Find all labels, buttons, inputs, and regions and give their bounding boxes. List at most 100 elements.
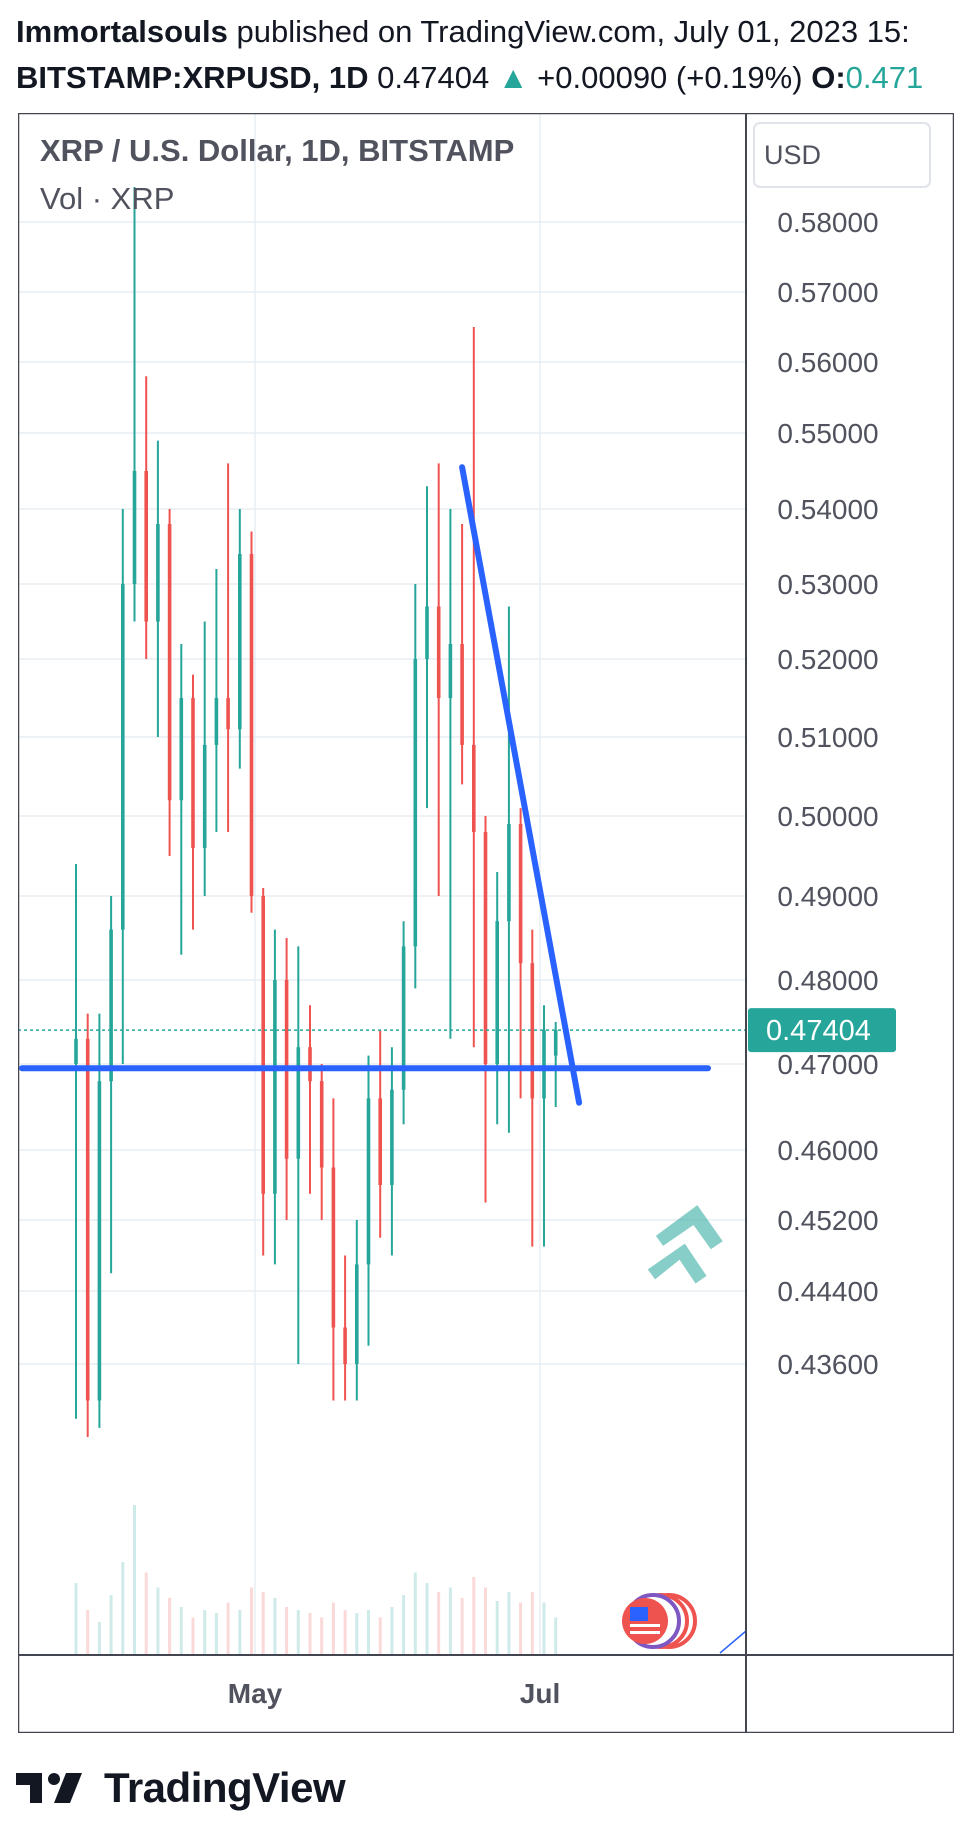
candle-body	[273, 980, 277, 1194]
y-tick-label: 0.46000	[777, 1135, 878, 1166]
event-flag-icon[interactable]	[622, 1593, 697, 1649]
volume-bar	[355, 1613, 359, 1655]
volume-bar	[133, 1505, 136, 1655]
tradingview-wordmark: TradingView	[104, 1764, 346, 1811]
y-tick-label: 0.49000	[777, 881, 878, 912]
volume-bar	[121, 1562, 125, 1655]
volume-bar	[203, 1610, 207, 1655]
tradingview-logo[interactable]: TradingView	[16, 1760, 346, 1816]
last-price-text: 0.47404	[377, 60, 490, 95]
candle-body	[249, 554, 254, 896]
header-line-publisher: Immortalsouls published on TradingView.c…	[16, 12, 972, 52]
candle-body	[238, 554, 242, 730]
candle-body	[542, 1030, 546, 1099]
candle-body	[226, 698, 230, 730]
volume-bar	[144, 1572, 148, 1655]
chart-title: XRP / U.S. Dollar, 1D, BITSTAMP	[40, 133, 514, 168]
candle-body	[109, 929, 113, 1082]
volume-bar	[308, 1613, 312, 1655]
x-tick-label: Jul	[520, 1678, 560, 1709]
y-tick-label: 0.53000	[777, 569, 878, 600]
volume-bar	[413, 1572, 417, 1655]
candle-body	[553, 1030, 558, 1056]
volume-bar	[542, 1602, 546, 1655]
y-tick-label: 0.45200	[777, 1205, 878, 1236]
y-tick-label: 0.48000	[777, 965, 878, 996]
y-tick-label: 0.47000	[777, 1049, 878, 1080]
price-axis: 0.58000 0.57000 0.56000 0.55000 0.54000 0.530…	[777, 207, 878, 1380]
volume-bar	[343, 1610, 347, 1655]
candle-body	[413, 659, 418, 947]
candle-body	[495, 921, 499, 1064]
volume-bar	[554, 1617, 558, 1655]
volume-bar	[238, 1610, 242, 1655]
x-tick-label: May	[228, 1678, 283, 1709]
volume-bar	[214, 1613, 218, 1655]
descending-trendline[interactable]	[459, 464, 583, 1106]
volume-bar	[448, 1587, 452, 1655]
volume-bar	[460, 1598, 464, 1655]
candle-body	[483, 832, 488, 1064]
candle-body	[144, 471, 148, 622]
candle-body	[401, 946, 406, 1090]
candle-body	[121, 584, 125, 930]
volume-bar	[530, 1592, 534, 1655]
volume-bar	[273, 1598, 277, 1655]
volume-bar	[250, 1587, 253, 1655]
volume-bar	[331, 1602, 335, 1655]
y-tick-label: 0.43600	[777, 1349, 878, 1380]
volume-bar	[378, 1617, 382, 1655]
volume-bar	[296, 1610, 300, 1655]
candle-body	[156, 524, 160, 622]
volume-bar	[109, 1595, 113, 1655]
volume-bar	[97, 1622, 101, 1655]
volume-bars	[74, 1505, 558, 1655]
volume-bar	[367, 1610, 370, 1655]
candle-body	[390, 1089, 394, 1185]
y-tick-label: 0.58000	[777, 207, 878, 238]
candle-body	[530, 963, 535, 1099]
publisher-name[interactable]: Immortalsouls	[16, 14, 228, 49]
volume-bar	[519, 1602, 523, 1655]
volume-bar	[472, 1577, 476, 1655]
open-label: O:	[811, 60, 846, 95]
candle-body	[319, 1081, 324, 1168]
open-value: 0.471	[845, 60, 924, 95]
candle-body	[167, 524, 172, 801]
time-axis: May Jul	[228, 1678, 560, 1709]
last-price-tag	[748, 1008, 896, 1053]
candle-body	[214, 698, 219, 745]
candle-body	[343, 1327, 347, 1364]
volume-bar	[156, 1587, 160, 1655]
candle-body	[202, 744, 207, 848]
volume-bar	[74, 1583, 78, 1655]
candle-body	[507, 824, 511, 922]
last-price-tag-label: 0.47404	[766, 1015, 871, 1047]
offscreen-drawing-line	[719, 1630, 747, 1654]
y-tick-label: 0.54000	[777, 494, 878, 525]
currency-button[interactable]	[753, 122, 931, 188]
volume-bar	[507, 1592, 511, 1655]
tradingview-logo-icon	[16, 1773, 82, 1803]
candle-body	[296, 1047, 301, 1159]
candle-body	[132, 471, 137, 584]
candle-body	[518, 824, 523, 964]
arrow-marker-icon	[647, 1205, 723, 1284]
volume-bar	[484, 1587, 487, 1655]
candle-body	[179, 698, 184, 801]
grid	[18, 113, 746, 1655]
candles	[74, 187, 558, 1437]
volume-bar	[495, 1601, 499, 1655]
candle-body	[74, 1038, 78, 1064]
candle-body	[448, 644, 453, 698]
y-tick-label: 0.56000	[777, 347, 878, 378]
y-tick-label: 0.52000	[777, 644, 878, 675]
chart[interactable]: XRP / U.S. Dollar, 1D, BITSTAMP Vol · XR…	[18, 113, 954, 1733]
y-tick-label: 0.51000	[777, 722, 878, 753]
currency-label: USD	[764, 140, 821, 170]
volume-bar	[179, 1607, 183, 1655]
y-tick-label: 0.57000	[777, 277, 878, 308]
candle-body	[191, 698, 195, 848]
volume-bar	[320, 1617, 324, 1655]
volume-bar	[390, 1607, 394, 1655]
